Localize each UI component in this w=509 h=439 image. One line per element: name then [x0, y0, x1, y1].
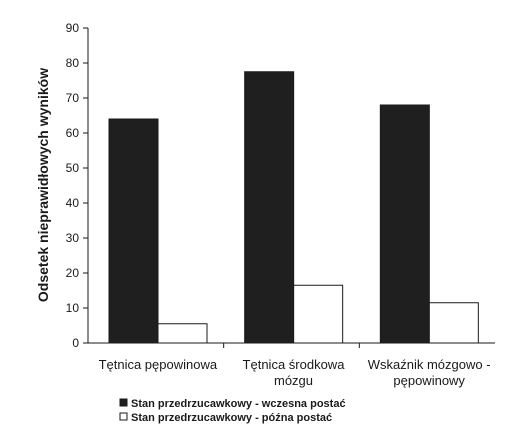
y-axis-title: Odsetek nieprawidłowych wyników — [35, 68, 51, 302]
bar-late-2 — [428, 302, 479, 344]
legend-marker — [119, 412, 128, 421]
category-label: mózgu — [274, 373, 313, 388]
y-tick-label: 50 — [66, 161, 80, 175]
category-label: pępowinowy — [393, 373, 465, 388]
legend: Stan przedrzucawkowy - wczesna postać Sta… — [119, 398, 346, 424]
category-label: Tętnica środkowa — [243, 357, 346, 372]
y-tick-label: 20 — [66, 266, 80, 280]
y-tick-label: 10 — [66, 301, 80, 315]
y-tick-label: 70 — [66, 91, 80, 105]
bar-late-0 — [157, 323, 208, 344]
axes: 0 10 20 30 40 50 60 70 80 90 — [66, 21, 495, 350]
legend-label: Stan przedrzucawkowy - późna postać — [131, 412, 332, 424]
y-tick-label: 30 — [66, 231, 80, 245]
bar-early-1 — [244, 71, 295, 344]
y-tick-label: 0 — [72, 336, 79, 350]
bars — [108, 71, 479, 344]
y-tick-label: 80 — [66, 56, 80, 70]
legend-marker — [119, 398, 128, 407]
y-tick-label: 40 — [66, 196, 80, 210]
y-tick-label: 90 — [66, 21, 80, 35]
bar-late-1 — [293, 284, 344, 344]
legend-label: Stan przedrzucawkowy - wczesna postać — [131, 398, 346, 410]
bar-early-0 — [108, 118, 159, 344]
category-label: Wskaźnik mózgowo - — [368, 357, 491, 372]
y-tick-label: 60 — [66, 126, 80, 140]
bar-early-2 — [379, 104, 430, 344]
category-label: Tętnica pępowinowa — [99, 357, 218, 372]
